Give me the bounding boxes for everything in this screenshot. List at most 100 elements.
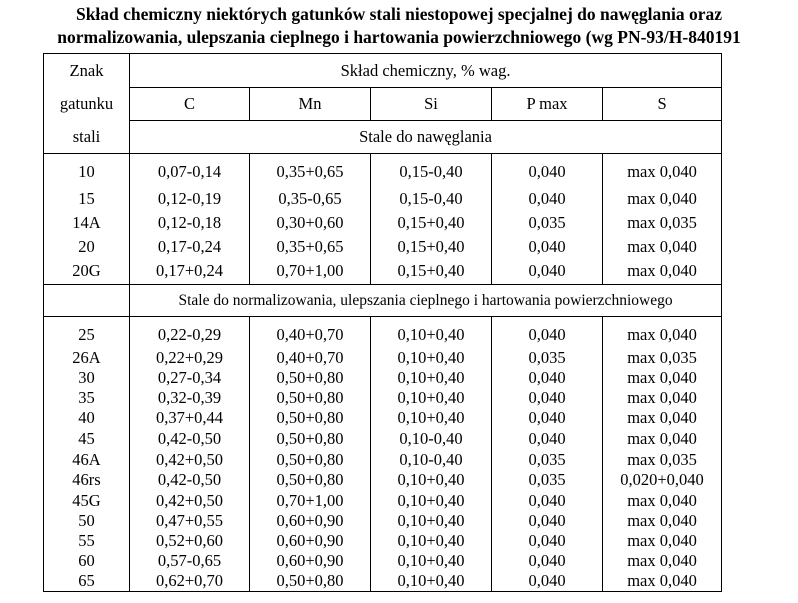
cell-c: 0,17+0,24 bbox=[129, 257, 250, 285]
cell-p-max: 0,040 bbox=[491, 257, 603, 285]
section1-title: Stale do nawęglania bbox=[129, 120, 722, 154]
cell-c: 0,12-0,18 bbox=[129, 210, 250, 236]
cell-p-max: 0,040 bbox=[491, 367, 603, 388]
header-col-c: C bbox=[129, 87, 250, 121]
cell-si: 0,15-0,40 bbox=[370, 186, 492, 211]
cell-si: 0,10+0,40 bbox=[370, 387, 492, 408]
cell-c: 0,37+0,44 bbox=[129, 407, 250, 428]
cell-mn: 0,40+0,70 bbox=[249, 347, 371, 368]
cell-p-max: 0,040 bbox=[491, 490, 603, 511]
cell-s: 0,020+0,040 bbox=[620, 470, 704, 489]
cell-s: max 0,040 bbox=[627, 367, 697, 387]
cell-grade: 20G bbox=[43, 257, 130, 285]
section2-body: 25 0,22-0,29 0,40+0,70 0,10+0,40 0,040 max 0,… bbox=[43, 316, 722, 592]
cell-si: 0,10-0,40 bbox=[370, 427, 492, 450]
title-line-2: normalizowania, ulepszania cieplnego i h… bbox=[57, 27, 741, 47]
cell-si: 0,10+0,40 bbox=[370, 316, 492, 348]
cell-mn: 0,35+0,65 bbox=[249, 153, 371, 187]
cell-s: max 0,040 bbox=[627, 162, 697, 182]
cell-si: 0,10+0,40 bbox=[370, 347, 492, 368]
cell-s: max 0,040 bbox=[627, 490, 697, 510]
table-row: 35 0,32-0,39 0,50+0,80 0,10+0,40 0,040 max 0,… bbox=[43, 387, 722, 408]
cell-s: max 0,040 bbox=[627, 530, 697, 550]
cell-mn: 0,35+0,65 bbox=[249, 235, 371, 258]
cell-p-max: 0,040 bbox=[491, 316, 603, 348]
cell-s: max 0,035 bbox=[627, 213, 697, 232]
cell-si: 0,10+0,40 bbox=[370, 490, 492, 511]
cell-p-max: 0,035 bbox=[491, 469, 603, 491]
cell-si: 0,15+0,40 bbox=[370, 210, 492, 236]
cell-c: 0,62+0,70 bbox=[129, 570, 250, 592]
cell-c: 0,42-0,50 bbox=[129, 469, 250, 491]
cell-c: 0,47+0,55 bbox=[129, 510, 250, 531]
table-row: 30 0,27-0,34 0,50+0,80 0,10+0,40 0,040 max 0,… bbox=[43, 367, 722, 388]
cell-si: 0,15+0,40 bbox=[370, 235, 492, 258]
table-row: 60 0,57-0,65 0,60+0,90 0,10+0,40 0,040 max 0,… bbox=[43, 550, 722, 571]
cell-grade: 30 bbox=[43, 367, 130, 388]
table-row: 10 0,07-0,14 0,35+0,65 0,15-0,40 0,040 max 0,… bbox=[43, 153, 722, 187]
cell-p-max: 0,040 bbox=[491, 387, 603, 408]
table-row: 26A 0,22+0,29 0,40+0,70 0,10+0,40 0,035 max 0… bbox=[43, 347, 722, 368]
cell-grade: 20 bbox=[43, 235, 130, 258]
cell-mn: 0,60+0,90 bbox=[249, 510, 371, 531]
section1-body: 10 0,07-0,14 0,35+0,65 0,15-0,40 0,040 max 0,… bbox=[43, 153, 722, 285]
cell-p-max: 0,040 bbox=[491, 235, 603, 258]
header-col-si: Si bbox=[370, 87, 492, 121]
cell-p-max: 0,035 bbox=[491, 449, 603, 470]
header-composition: Skład chemiczny, % wag. bbox=[340, 60, 511, 80]
cell-mn: 0,70+1,00 bbox=[249, 257, 371, 285]
cell-s: max 0,040 bbox=[627, 188, 697, 208]
table-row: 25 0,22-0,29 0,40+0,70 0,10+0,40 0,040 max 0,… bbox=[43, 316, 722, 348]
cell-c: 0,22-0,29 bbox=[129, 316, 250, 348]
cell-c: 0,42-0,50 bbox=[129, 427, 250, 450]
cell-si: 0,10+0,40 bbox=[370, 550, 492, 571]
section2-title-row: Stale do normalizowania, ulepszania ciep… bbox=[43, 284, 722, 317]
cell-grade: 45 bbox=[43, 427, 130, 450]
table-row: 45G 0,42+0,50 0,70+1,00 0,10+0,40 0,040 max 0… bbox=[43, 490, 722, 511]
cell-grade: 26A bbox=[43, 347, 130, 368]
cell-si: 0,15+0,40 bbox=[370, 257, 492, 285]
cell-c: 0,17-0,24 bbox=[129, 235, 250, 258]
cell-s: max 0,035 bbox=[627, 347, 697, 367]
cell-grade: 10 bbox=[43, 153, 130, 187]
cell-mn: 0,50+0,80 bbox=[249, 570, 371, 592]
table-row: 14A 0,12-0,18 0,30+0,60 0,15+0,40 0,035 max 0… bbox=[43, 210, 722, 236]
cell-p-max: 0,040 bbox=[491, 510, 603, 531]
cell-grade: 45G bbox=[43, 490, 130, 511]
header-col-s: S bbox=[602, 87, 722, 121]
cell-grade: 40 bbox=[43, 407, 130, 428]
header-grade-line3: stali bbox=[43, 120, 130, 154]
cell-grade: 25 bbox=[43, 316, 130, 348]
cell-mn: 0,40+0,70 bbox=[249, 316, 371, 348]
cell-grade: 60 bbox=[43, 550, 130, 571]
table-row: 50 0,47+0,55 0,60+0,90 0,10+0,40 0,040 max 0,… bbox=[43, 510, 722, 531]
cell-si: 0,10+0,40 bbox=[370, 530, 492, 551]
title-line-1: Skład chemiczny niektórych gatunków stal… bbox=[75, 4, 723, 24]
cell-p-max: 0,040 bbox=[491, 427, 603, 450]
cell-grade: 50 bbox=[43, 510, 130, 531]
cell-mn: 0,70+1,00 bbox=[249, 490, 371, 511]
cell-s: max 0,040 bbox=[627, 407, 697, 427]
cell-c: 0,07-0,14 bbox=[129, 153, 250, 187]
table-row: 45 0,42-0,50 0,50+0,80 0,10-0,40 0,040 max 0,… bbox=[43, 427, 722, 450]
cell-c: 0,32-0,39 bbox=[129, 387, 250, 408]
cell-s: max 0,040 bbox=[627, 236, 697, 256]
cell-p-max: 0,040 bbox=[491, 530, 603, 551]
table-row: 20G 0,17+0,24 0,70+1,00 0,15+0,40 0,040 max 0… bbox=[43, 257, 722, 285]
table-row: 20 0,17-0,24 0,35+0,65 0,15+0,40 0,040 max 0,… bbox=[43, 235, 722, 258]
header-row-2: gatunku C Mn Si P max S bbox=[43, 87, 722, 121]
cell-mn: 0,60+0,90 bbox=[249, 550, 371, 571]
cell-si: 0,10-0,40 bbox=[370, 449, 492, 470]
cell-mn: 0,50+0,80 bbox=[249, 367, 371, 388]
cell-p-max: 0,040 bbox=[491, 153, 603, 187]
table-row: 40 0,37+0,44 0,50+0,80 0,10+0,40 0,040 max 0,… bbox=[43, 407, 722, 428]
cell-c: 0,12-0,19 bbox=[129, 186, 250, 211]
cell-mn: 0,35-0,65 bbox=[249, 186, 371, 211]
table-row: 46rs 0,42-0,50 0,50+0,80 0,10+0,40 0,035 0,02… bbox=[43, 469, 722, 491]
section2-title-grade-cell bbox=[43, 284, 130, 317]
cell-mn: 0,50+0,80 bbox=[249, 427, 371, 450]
cell-grade: 55 bbox=[43, 530, 130, 551]
steel-composition-table: Znak Skład chemiczny, % wag. gatunku C M… bbox=[43, 53, 723, 592]
cell-p-max: 0,040 bbox=[491, 407, 603, 428]
cell-c: 0,57-0,65 bbox=[129, 550, 250, 571]
